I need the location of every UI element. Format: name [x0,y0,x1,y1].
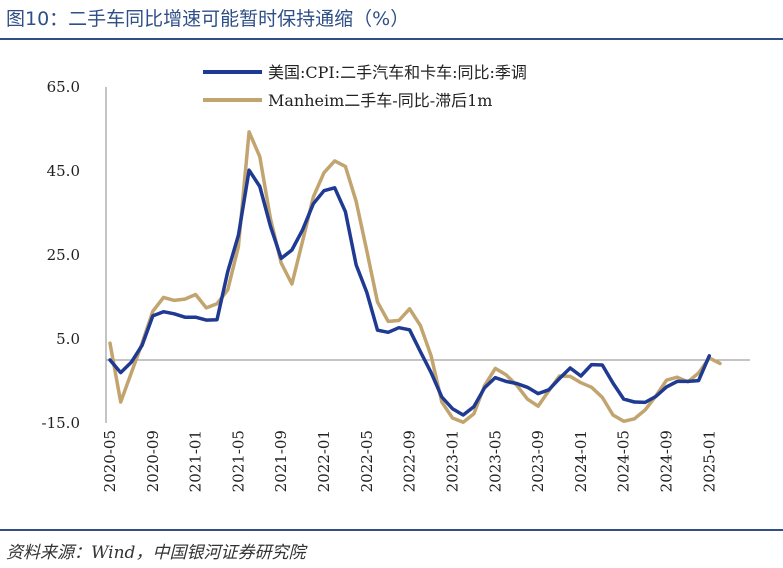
x-tick-label: 2025-01 [700,430,718,492]
x-tick-label: 2024-01 [572,430,590,492]
legend-label-1: 美国:CPI:二手汽车和卡车:同比:季调 [268,63,527,82]
x-tick-label: 2020-05 [101,430,119,492]
y-axis: -15.0 5.0 25.0 45.0 65.0 [42,78,107,432]
x-tick-label: 2023-01 [443,430,461,492]
y-tick-label: 25.0 [47,246,80,264]
x-tick-label: 2022-05 [358,430,376,492]
x-tick-label: 2021-01 [187,430,205,492]
x-axis: 2020-05 2020-09 2021-01 2021-05 2021-09 2022-… [101,359,750,492]
series-line-2 [108,130,722,424]
figure-title: 图10：二手车同比增速可能暂时保持通缩（%） [6,8,410,30]
x-tick-label: 2020-09 [144,430,162,492]
y-tick-label: 45.0 [47,162,80,180]
y-tick-label: -15.0 [42,414,80,432]
source-rule [0,529,783,531]
x-tick-label: 2021-09 [272,430,290,492]
x-tick-label: 2023-09 [529,430,547,492]
x-tick-label: 2022-09 [401,430,419,492]
line-chart: 美国:CPI:二手汽车和卡车:同比:季调 Manheim二手车-同比-滞后1m -… [42,63,750,492]
x-tick-label: 2023-05 [486,430,504,492]
title-rule [0,38,783,40]
y-tick-label: 5.0 [56,330,80,348]
legend: 美国:CPI:二手汽车和卡车:同比:季调 Manheim二手车-同比-滞后1m [203,63,527,110]
plot-area [108,130,722,424]
x-tick-label: 2021-05 [229,430,247,492]
series-line-1 [108,168,712,417]
y-tick-label: 65.0 [47,78,80,96]
x-tick-label: 2024-05 [615,430,633,492]
legend-label-2: Manheim二手车-同比-滞后1m [268,91,492,110]
x-tick-label: 2024-09 [657,430,675,492]
source-note: 资料来源：Wind，中国银河证券研究院 [6,543,306,563]
x-tick-label: 2022-01 [315,430,333,492]
